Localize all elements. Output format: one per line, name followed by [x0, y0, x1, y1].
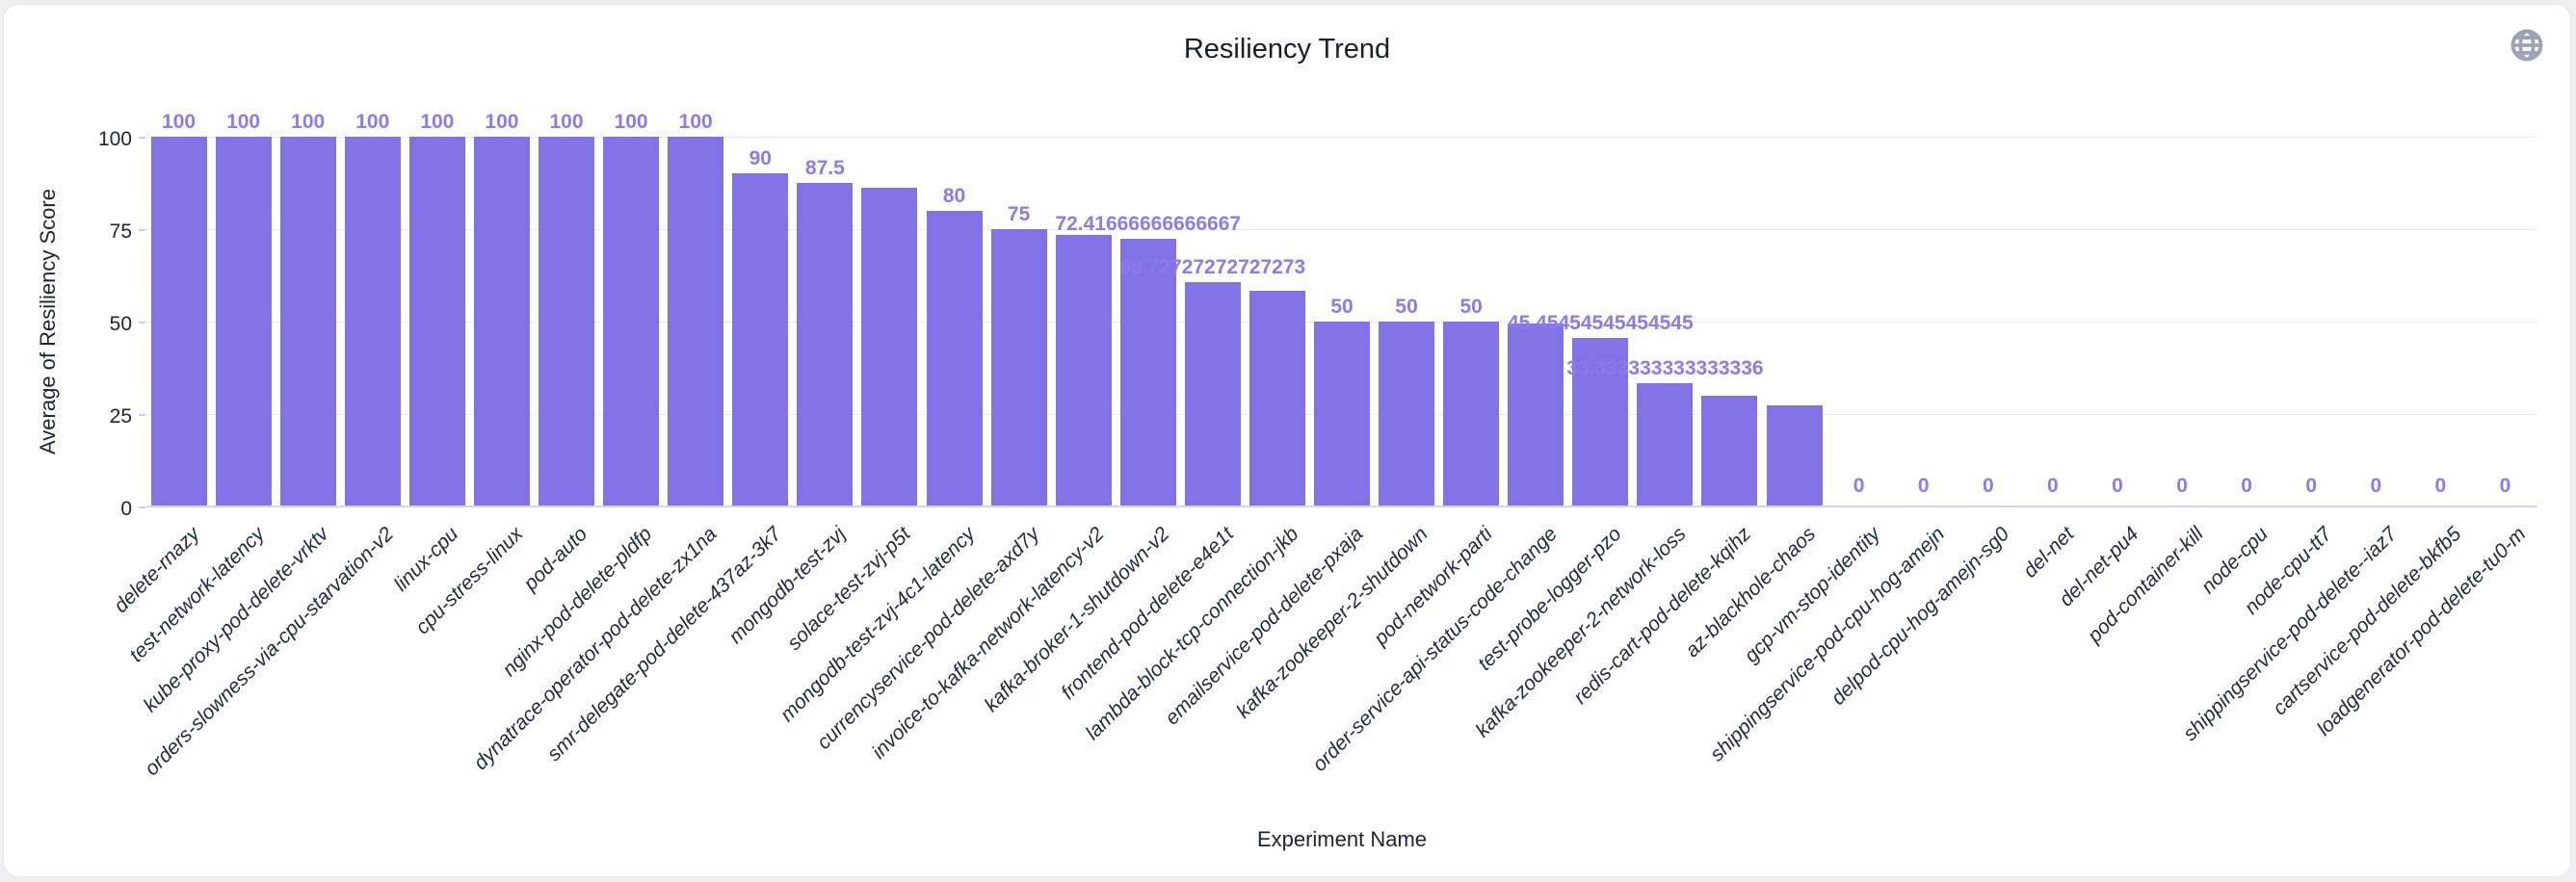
- bar-value-label: 100: [355, 111, 390, 133]
- bar-value-label: 0: [2305, 475, 2318, 497]
- bar-value-label: 100: [162, 111, 197, 133]
- x-tick-label: mongodb-test-zvj: [724, 523, 851, 649]
- bar-value-label: 87.5: [804, 157, 845, 179]
- bar[interactable]: [1766, 405, 1823, 506]
- bar[interactable]: [668, 137, 724, 506]
- y-tick-mark: [139, 506, 145, 508]
- bar-value-label: 0: [2370, 475, 2382, 497]
- bar-value-label: 50: [1459, 296, 1483, 318]
- bar[interactable]: [1314, 322, 1370, 506]
- bar-value-label: 100: [291, 111, 326, 133]
- bar-value-label: 100: [485, 111, 519, 133]
- bar[interactable]: [603, 137, 660, 506]
- bar[interactable]: [215, 137, 272, 506]
- bar-value-label: 33.333333333333336: [1566, 357, 1764, 379]
- y-tick-label: 0: [120, 498, 132, 520]
- bar-value-label: 45.45454545454545: [1507, 312, 1694, 335]
- y-tick-label: 25: [109, 405, 132, 428]
- y-tick-mark: [139, 229, 145, 231]
- bar[interactable]: [150, 137, 207, 506]
- bar-value-label: 50: [1330, 296, 1354, 318]
- chart-title: Resiliency Trend: [1183, 34, 1391, 65]
- bar[interactable]: [1572, 338, 1629, 506]
- bar-value-label: 75: [1007, 203, 1031, 225]
- bar[interactable]: [1379, 322, 1435, 506]
- bar-value-label: 0: [2112, 475, 2123, 497]
- bar[interactable]: [473, 137, 530, 506]
- bar[interactable]: [861, 187, 918, 506]
- y-tick-label: 100: [97, 128, 132, 150]
- x-axis-title: Experiment Name: [1256, 827, 1428, 851]
- x-tick-label: del-net: [2018, 523, 2079, 583]
- bar[interactable]: [1637, 383, 1694, 506]
- bar[interactable]: [1508, 324, 1564, 506]
- bar[interactable]: [990, 229, 1047, 506]
- bar[interactable]: [1443, 322, 1500, 506]
- bar-value-label: 100: [614, 111, 648, 133]
- bar[interactable]: [1249, 291, 1305, 506]
- x-tick-label: dynatrace-operator-pod-delete-zx1na: [469, 523, 722, 775]
- x-tick-label: smr-delegate-pod-delete-437az-3k7: [542, 523, 786, 766]
- bar-value-label: 100: [226, 111, 261, 133]
- bar-value-label: 0: [2047, 475, 2059, 497]
- bar[interactable]: [1055, 234, 1112, 506]
- bar[interactable]: [279, 137, 336, 506]
- y-tick-mark: [139, 414, 145, 416]
- y-tick-mark: [139, 137, 145, 139]
- bar-value-label: 0: [1853, 475, 1865, 497]
- x-tick-label: shippingservice-pod-cpu-hog-amejn: [1705, 523, 1949, 766]
- x-tick-label: pod-network-parti: [1369, 523, 1497, 650]
- bar-value-label: 90: [749, 147, 772, 170]
- bar[interactable]: [1119, 238, 1176, 506]
- y-tick-label: 50: [109, 313, 132, 335]
- bar[interactable]: [797, 183, 854, 506]
- bar[interactable]: [926, 210, 983, 506]
- bar[interactable]: [344, 137, 401, 506]
- y-axis-title: Average of Resiliency Score: [36, 189, 60, 454]
- bar-value-label: 100: [678, 111, 713, 133]
- bar[interactable]: [732, 173, 789, 506]
- bar-chart: 100 100 100 100 100 100 100 100 100 90 87.5 80 75 72.…: [4, 5, 2570, 876]
- chart-card: Resiliency Trend 100 100 100 100 100 100 100 10…: [3, 4, 2571, 877]
- x-tick-label: pod-container-kill: [2083, 523, 2208, 648]
- y-tick-mark: [139, 322, 145, 324]
- bar[interactable]: [408, 137, 465, 506]
- bar-value-label: 0: [2176, 475, 2188, 497]
- y-tick-label: 75: [109, 220, 132, 243]
- bar[interactable]: [1701, 395, 1758, 506]
- bar-value-label: 0: [1917, 475, 1930, 497]
- x-tick-label: invoice-to-kafka-network-latency-v2: [868, 523, 1109, 764]
- bar-value-label: 100: [549, 111, 584, 133]
- globe-icon[interactable]: [2509, 27, 2545, 64]
- bar-value-label: 60.72727272727273: [1119, 255, 1306, 278]
- bar-value-label: 0: [2499, 475, 2511, 497]
- bar-value-label: 0: [2241, 475, 2252, 497]
- bar-value-label: 50: [1395, 296, 1418, 318]
- bar[interactable]: [539, 137, 595, 506]
- gridline: [146, 137, 2537, 138]
- x-axis-line: [146, 506, 2537, 507]
- bar-value-label: 100: [420, 111, 455, 133]
- bar-value-label: 80: [942, 184, 966, 207]
- bar-value-label: 0: [1982, 475, 1994, 497]
- bar-value-label: 72.41666666666667: [1055, 212, 1242, 235]
- bar[interactable]: [1184, 281, 1241, 506]
- bar-value-label: 0: [2434, 475, 2447, 497]
- gridline: [146, 229, 2537, 230]
